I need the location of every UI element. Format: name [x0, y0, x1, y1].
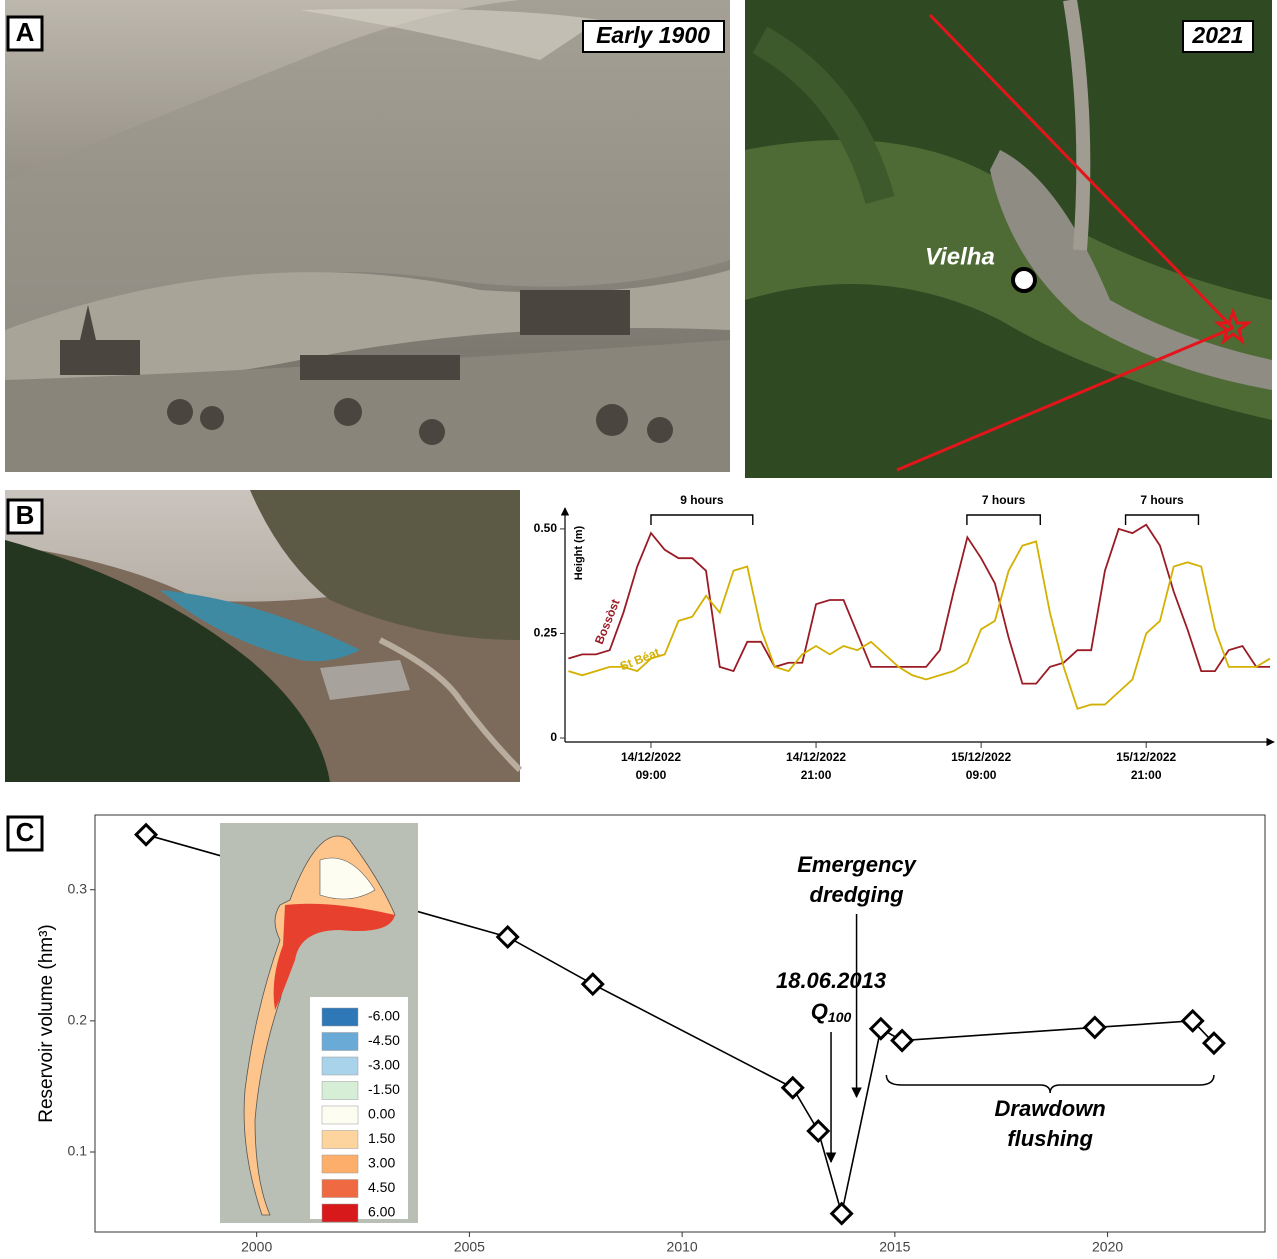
annotation: Q100 [811, 999, 852, 1025]
y-axis-label: Reservoir volume (hm³) [36, 924, 57, 1122]
photo-caption: 2021 [1191, 22, 1243, 48]
legend-swatch [322, 1131, 358, 1149]
x-tick-label: 21:00 [801, 768, 832, 782]
x-tick-label: 2015 [879, 1239, 910, 1255]
legend-swatch [322, 1180, 358, 1198]
span-bracket [651, 515, 753, 525]
legend-label: -6.00 [368, 1008, 400, 1024]
span-label: 7 hours [982, 493, 1026, 507]
annotation-symbol: Q [811, 999, 828, 1024]
legend-swatch [322, 1155, 358, 1173]
y-tick-label: 0.25 [534, 626, 558, 640]
annotation: Emergency [797, 852, 917, 877]
legend-label: 4.50 [368, 1179, 395, 1195]
data-line [568, 541, 1270, 708]
annotation: dredging [810, 882, 905, 907]
data-point [583, 974, 603, 994]
legend-swatch [322, 1033, 358, 1051]
span-bracket [1126, 515, 1199, 525]
data-point [832, 1204, 852, 1224]
y-tick-label: 0.50 [534, 521, 558, 535]
x-tick-label: 21:00 [1131, 768, 1162, 782]
x-tick-label: 09:00 [636, 768, 667, 782]
legend-label: 0.00 [368, 1106, 395, 1122]
panel-label: B [16, 500, 35, 530]
x-tick-label: 2020 [1092, 1239, 1123, 1255]
reservoir-photo [5, 490, 520, 782]
data-point [783, 1078, 803, 1098]
x-tick-label: 2005 [454, 1239, 485, 1255]
legend-label: 3.00 [368, 1155, 395, 1171]
annotation: 18.06.2013 [776, 968, 886, 993]
legend-label: 1.50 [368, 1130, 395, 1146]
annotation: flushing [1007, 1126, 1093, 1151]
x-tick-label: 09:00 [966, 768, 997, 782]
legend-swatch [322, 1008, 358, 1026]
series-label: Bossòst [592, 597, 623, 646]
figure: Vielha Early 1900 2021 Height (m) 0 0.25 0.… [0, 0, 1277, 1259]
legend-label: -3.00 [368, 1057, 400, 1073]
aerial-photo: Vielha [745, 0, 1272, 478]
annotation-subscript: 100 [828, 1009, 852, 1025]
x-tick-label: 2000 [241, 1239, 272, 1255]
annotation-brace [886, 1075, 1214, 1093]
y-tick-label: 0 [550, 730, 557, 744]
y-tick-label: 0.2 [68, 1012, 88, 1028]
data-point [892, 1031, 912, 1051]
legend-swatch [322, 1082, 358, 1100]
x-tick-label: 14/12/2022 [786, 750, 846, 764]
x-tick-label: 15/12/2022 [1116, 750, 1176, 764]
data-point [498, 927, 518, 947]
data-point [1085, 1018, 1105, 1038]
legend-label: -4.50 [368, 1032, 400, 1048]
legend-swatch [322, 1106, 358, 1124]
y-axis-label: Height (m) [573, 525, 585, 580]
data-point [808, 1121, 828, 1141]
legend-swatch [322, 1204, 358, 1222]
data-point [871, 1019, 891, 1039]
span-label: 9 hours [680, 493, 724, 507]
x-tick-label: 15/12/2022 [951, 750, 1011, 764]
legend-label: -1.50 [368, 1081, 400, 1097]
place-label: Vielha [925, 243, 995, 270]
legend-swatch [322, 1057, 358, 1075]
annotation: Drawdown [995, 1096, 1106, 1121]
x-tick-label: 2010 [667, 1239, 698, 1255]
span-bracket [967, 515, 1040, 525]
historic-photo [5, 0, 730, 472]
photo-caption: Early 1900 [596, 22, 710, 48]
panel-label: C [16, 817, 35, 847]
y-tick-label: 0.3 [68, 880, 88, 896]
legend-label: 6.00 [368, 1204, 395, 1220]
data-point [136, 825, 156, 845]
panel-label: A [16, 17, 35, 47]
x-tick-label: 14/12/2022 [621, 750, 681, 764]
span-label: 7 hours [1140, 493, 1184, 507]
y-tick-label: 0.1 [68, 1143, 88, 1159]
